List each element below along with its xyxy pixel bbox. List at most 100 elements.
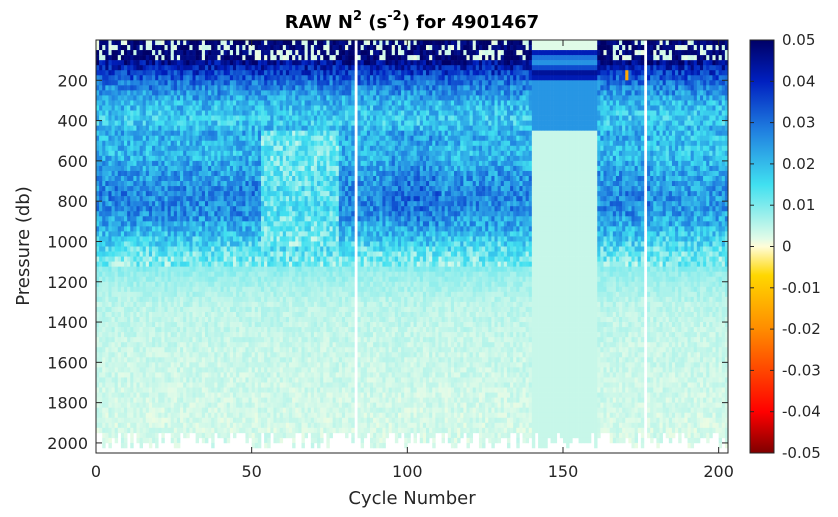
heatmap-cell	[102, 191, 106, 197]
heatmap-cell	[208, 70, 212, 76]
heatmap-cell	[152, 241, 156, 247]
heatmap-cell	[214, 246, 218, 252]
heatmap-cell	[245, 170, 249, 177]
heatmap-cell	[183, 50, 187, 56]
heatmap-cell	[102, 196, 106, 202]
heatmap-cell	[261, 130, 265, 136]
heatmap-cell	[211, 155, 215, 162]
heatmap-cell	[201, 211, 206, 217]
heatmap-cell	[108, 181, 112, 187]
heatmap-cell	[264, 417, 268, 424]
heatmap-cell	[139, 211, 143, 217]
heatmap-cell	[273, 311, 277, 318]
heatmap-cell	[214, 45, 218, 51]
heatmap-cell	[105, 135, 109, 142]
heatmap-cell	[158, 211, 162, 217]
heatmap-cell	[155, 311, 159, 318]
heatmap-cell	[285, 110, 290, 116]
heatmap-cell	[242, 286, 246, 293]
heatmap-cell	[161, 412, 165, 419]
heatmap-cell	[239, 306, 243, 313]
heatmap-cell	[248, 246, 252, 252]
heatmap-cell	[273, 80, 277, 86]
heatmap-cell	[105, 75, 109, 81]
heatmap-cell	[148, 367, 153, 373]
heatmap-cell	[289, 95, 293, 101]
heatmap-cell	[254, 45, 259, 51]
heatmap-cell	[276, 402, 280, 408]
heatmap-cell	[111, 55, 115, 61]
heatmap-cell	[198, 317, 203, 323]
heatmap-cell	[270, 191, 274, 197]
heatmap-cell	[226, 70, 231, 76]
heatmap-cell	[127, 291, 131, 298]
heatmap-cell	[136, 427, 140, 434]
heatmap-cell	[158, 160, 162, 167]
heatmap-cell	[226, 45, 231, 51]
heatmap-cell	[189, 125, 193, 131]
heatmap-cell	[270, 251, 274, 257]
heatmap-cell	[148, 206, 153, 212]
heatmap-cell	[261, 196, 265, 202]
heatmap-cell	[105, 150, 109, 157]
heatmap-cell	[220, 50, 224, 56]
heatmap-cell	[226, 201, 231, 207]
heatmap-cell	[285, 135, 290, 142]
heatmap-cell	[167, 236, 172, 242]
heatmap-cell	[152, 397, 156, 403]
heatmap-cell	[220, 251, 224, 257]
heatmap-cell	[186, 45, 190, 51]
heatmap-cell	[211, 201, 215, 207]
heatmap-cell	[257, 85, 262, 91]
heatmap-cell	[248, 407, 252, 414]
heatmap-cell	[257, 286, 262, 293]
heatmap-cell	[289, 130, 293, 136]
heatmap-cell	[279, 236, 284, 242]
heatmap-cell	[264, 402, 268, 408]
heatmap-cell	[130, 45, 134, 51]
heatmap-cell	[183, 105, 187, 111]
heatmap-cell	[120, 135, 125, 142]
heatmap-cell	[120, 387, 125, 393]
heatmap-cell	[192, 397, 196, 403]
heatmap-cell	[152, 337, 156, 343]
heatmap-cell	[152, 216, 156, 222]
heatmap-cell	[229, 266, 234, 272]
heatmap-cell	[117, 50, 122, 56]
heatmap-cell	[248, 306, 252, 313]
heatmap-cell	[242, 342, 246, 348]
heatmap-cell	[183, 412, 187, 419]
heatmap-cell	[158, 75, 162, 81]
heatmap-cell	[158, 175, 162, 182]
heatmap-cell	[204, 40, 209, 46]
heatmap-cell	[96, 65, 100, 71]
heatmap-cell	[254, 90, 259, 96]
heatmap-cell	[223, 367, 228, 373]
heatmap-cell	[208, 231, 212, 237]
heatmap-cell	[195, 160, 200, 167]
heatmap-cell	[261, 417, 265, 424]
heatmap-cell	[164, 140, 168, 147]
heatmap-cell	[152, 181, 156, 187]
heatmap-cell	[236, 236, 240, 242]
heatmap-cell	[120, 100, 125, 106]
heatmap-cell	[226, 80, 231, 86]
heatmap-cell	[111, 211, 115, 217]
heatmap-cell	[229, 276, 234, 283]
heatmap-cell	[105, 105, 109, 111]
heatmap-cell	[223, 231, 228, 237]
heatmap-cell	[161, 130, 165, 136]
heatmap-cell	[161, 90, 165, 96]
heatmap-cell	[180, 90, 184, 96]
heatmap-cell	[204, 357, 209, 363]
heatmap-cell	[261, 175, 265, 182]
heatmap-cell	[105, 170, 109, 177]
heatmap-cell	[201, 145, 206, 152]
heatmap-cell	[189, 226, 193, 232]
heatmap-cell	[130, 271, 134, 278]
heatmap-cell	[127, 90, 131, 96]
heatmap-cell	[96, 196, 100, 202]
heatmap-cell	[242, 120, 246, 126]
heatmap-cell	[276, 372, 280, 378]
heatmap-cell	[114, 120, 119, 126]
